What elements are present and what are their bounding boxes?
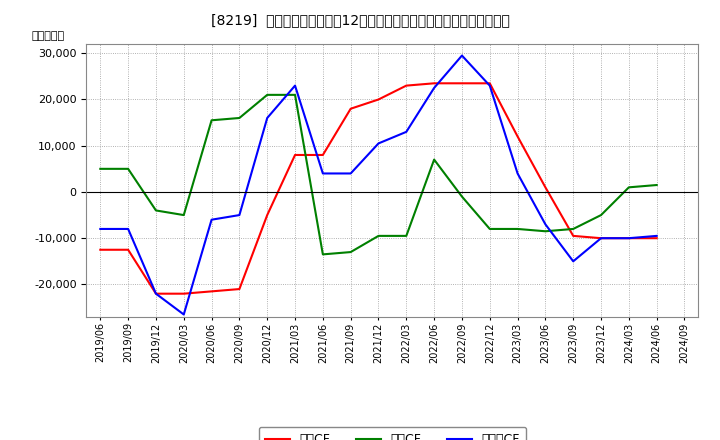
フリーCF (541, 222, 550, 227)
営業CF (318, 152, 327, 158)
Line: 投資CF: 投資CF (100, 95, 657, 254)
営業CF (597, 235, 606, 241)
営業CF (569, 233, 577, 238)
フリーCF (235, 213, 243, 218)
投資CF (624, 185, 633, 190)
投資CF (263, 92, 271, 98)
フリーCF (430, 85, 438, 91)
投資CF (430, 157, 438, 162)
フリーCF (263, 115, 271, 121)
Text: [8219]  キャッシュフローの12か月移動合計の対前年同期増減額の推移: [8219] キャッシュフローの12か月移動合計の対前年同期増減額の推移 (210, 13, 510, 27)
営業CF (485, 81, 494, 86)
営業CF (179, 291, 188, 296)
Legend: 営業CF, 投資CF, フリーCF: 営業CF, 投資CF, フリーCF (258, 427, 526, 440)
Line: フリーCF: フリーCF (100, 55, 657, 315)
営業CF (235, 286, 243, 292)
フリーCF (458, 53, 467, 58)
フリーCF (152, 291, 161, 296)
投資CF (569, 226, 577, 231)
投資CF (513, 226, 522, 231)
投資CF (124, 166, 132, 172)
営業CF (513, 134, 522, 139)
営業CF (124, 247, 132, 253)
営業CF (541, 185, 550, 190)
フリーCF (569, 259, 577, 264)
フリーCF (597, 235, 606, 241)
Line: 営業CF: 営業CF (100, 83, 657, 293)
投資CF (96, 166, 104, 172)
投資CF (541, 229, 550, 234)
営業CF (652, 235, 661, 241)
営業CF (374, 97, 383, 102)
フリーCF (318, 171, 327, 176)
営業CF (624, 235, 633, 241)
フリーCF (346, 171, 355, 176)
投資CF (235, 115, 243, 121)
投資CF (458, 194, 467, 199)
フリーCF (374, 141, 383, 146)
営業CF (96, 247, 104, 253)
フリーCF (291, 83, 300, 88)
投資CF (346, 249, 355, 255)
営業CF (346, 106, 355, 111)
投資CF (597, 213, 606, 218)
投資CF (402, 233, 410, 238)
営業CF (430, 81, 438, 86)
フリーCF (124, 226, 132, 231)
営業CF (152, 291, 161, 296)
フリーCF (207, 217, 216, 222)
投資CF (318, 252, 327, 257)
Text: （百万円）: （百万円） (31, 31, 65, 41)
営業CF (207, 289, 216, 294)
フリーCF (96, 226, 104, 231)
フリーCF (402, 129, 410, 135)
フリーCF (652, 233, 661, 238)
営業CF (263, 213, 271, 218)
営業CF (458, 81, 467, 86)
フリーCF (624, 235, 633, 241)
投資CF (179, 213, 188, 218)
フリーCF (485, 83, 494, 88)
投資CF (291, 92, 300, 98)
営業CF (402, 83, 410, 88)
投資CF (207, 117, 216, 123)
フリーCF (179, 312, 188, 317)
投資CF (374, 233, 383, 238)
営業CF (291, 152, 300, 158)
投資CF (652, 183, 661, 188)
投資CF (152, 208, 161, 213)
フリーCF (513, 171, 522, 176)
投資CF (485, 226, 494, 231)
